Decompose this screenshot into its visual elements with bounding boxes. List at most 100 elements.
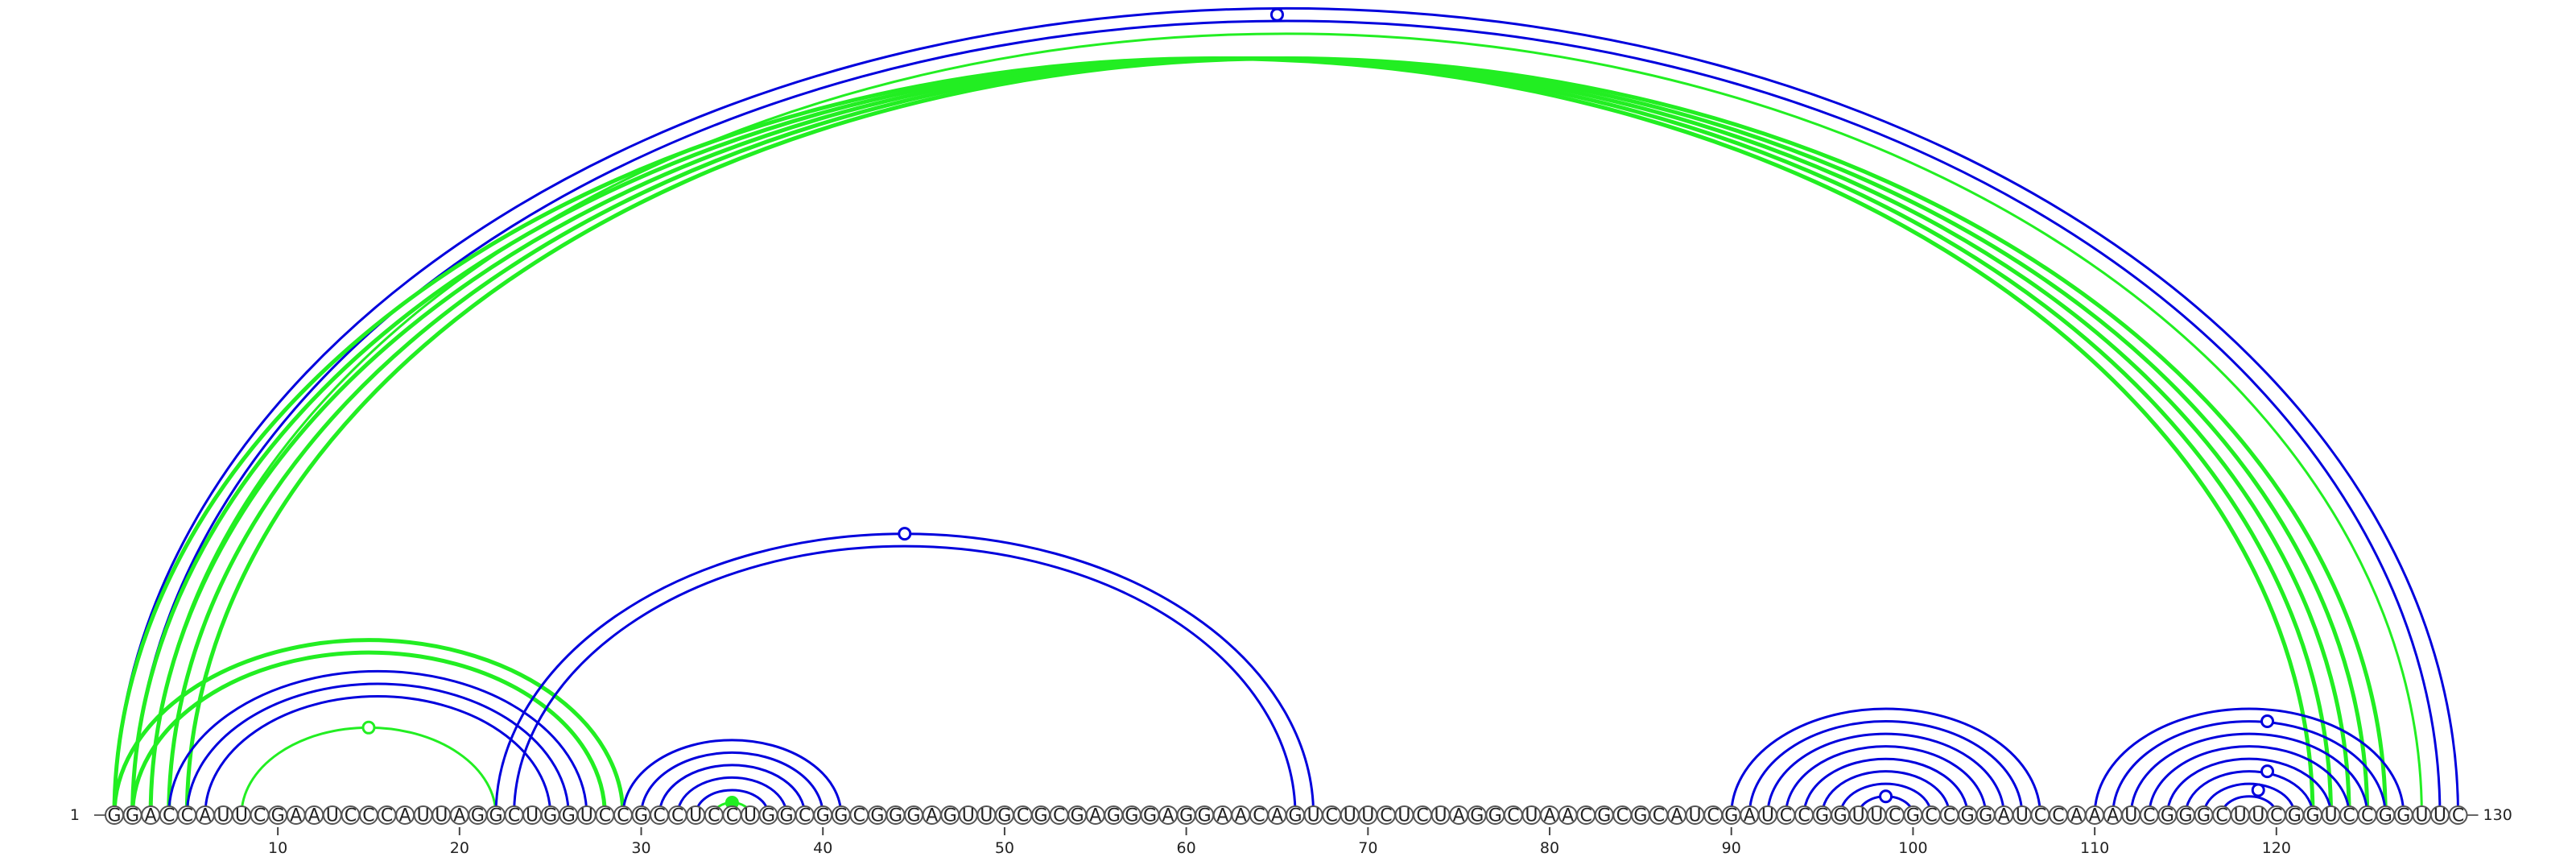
arc-apex-marker-1-129 (1269, 7, 1284, 22)
nucleotide-letter: A (199, 806, 211, 826)
nucleotide-117: C (2212, 805, 2232, 826)
nucleotide-letter: U (1307, 806, 1320, 826)
nucleotide-letter: G (2178, 806, 2192, 826)
nucleotide-59: A (1158, 805, 1179, 826)
nucleotide-letter: G (471, 806, 485, 826)
nucleotide-letter: A (1744, 806, 1756, 826)
nucleotide-letter: U (980, 806, 993, 826)
nucleotide-letter: C (1326, 806, 1338, 826)
nucleotide-letter: U (2252, 806, 2264, 826)
nucleotide-letter: G (816, 806, 830, 826)
nucleotide-20: A (449, 805, 469, 826)
nucleotide-77: G (1485, 805, 1505, 826)
nucleotide-letter: A (1162, 806, 1174, 826)
nucleotide-47: G (940, 805, 960, 826)
nucleotide-letter: A (2107, 806, 2119, 826)
nucleotide-letter: C (2034, 806, 2046, 826)
nucleotide-52: G (1031, 805, 1051, 826)
position-ruler: 10 20 30 40 50 60 70 80 90 100 110 120 (268, 827, 2291, 857)
nucleotide-56: G (1104, 805, 1124, 826)
nucleotide-letter: C (1579, 806, 1591, 826)
nucleotide-96: G (1831, 805, 1851, 826)
nucleotide-113: C (2139, 805, 2159, 826)
nucleotide-4: C (159, 805, 179, 826)
nucleotide-110: A (2085, 805, 2105, 826)
nucleotide-102: C (1939, 805, 1959, 826)
nucleotide-letter: A (1453, 806, 1465, 826)
nucleotide-38: G (777, 805, 797, 826)
nucleotide-letter: C (799, 806, 811, 826)
nucleotide-letter: G (1633, 806, 1647, 826)
nucleotide-letter: G (1488, 806, 1502, 826)
nucleotide-letter: G (943, 806, 957, 826)
base-pair-arc-3-124 (148, 56, 2351, 816)
nucleotide-100: G (1903, 805, 1923, 826)
nucleotide-letter: C (653, 806, 665, 826)
nucleotide-64: C (1249, 805, 1269, 826)
nucleotide-letter: U (1870, 806, 1883, 826)
nucleotide-letter: C (254, 806, 266, 826)
nucleotide-letter: C (2052, 806, 2064, 826)
nucleotide-letter: C (853, 806, 865, 826)
base-pair-arc-29-41 (621, 739, 843, 816)
nucleotide-letter: C (381, 806, 393, 826)
nucleotide-27: U (576, 805, 597, 826)
nucleotide-9: C (250, 805, 270, 826)
nucleotide-118: U (2230, 805, 2250, 826)
base-pair-arc-1-29 (112, 638, 625, 816)
nucleotide-73: C (1413, 805, 1433, 826)
base-pair-arc-93-104 (1784, 745, 1988, 816)
nucleotide-letter: C (1925, 806, 1937, 826)
arc-apex-marker-97-100 (1879, 789, 1893, 804)
nucleotide-32: C (667, 805, 687, 826)
nucleotide-99: C (1885, 805, 1905, 826)
nucleotide-37: G (758, 805, 778, 826)
nucleotide-128: U (2412, 805, 2432, 826)
nucleotide-letter: G (2306, 806, 2319, 826)
nucleotide-48: U (958, 805, 978, 826)
nucleotide-letter: G (126, 806, 139, 826)
base-pair-arc-3-128 (151, 34, 2421, 815)
ruler-tick-label-80: 80 (1540, 839, 1559, 857)
nucleotide-107: C (2030, 805, 2050, 826)
base-pair-arc-6-25 (204, 694, 552, 816)
nucleotide-12: A (304, 805, 324, 826)
nucleotide-letter: G (1034, 806, 1048, 826)
nucleotide-19: U (431, 805, 452, 826)
ruler-tick-label-70: 70 (1358, 839, 1377, 857)
nucleotide-129: U (2429, 805, 2450, 826)
nucleotide-17: A (395, 805, 415, 826)
nucleotide-10: G (268, 805, 288, 826)
nucleotide-letter: C (2452, 806, 2464, 826)
nucleotide-72: U (1394, 805, 1414, 826)
nucleotide-letter: U (2324, 806, 2337, 826)
nucleotide-8: U (231, 805, 251, 826)
nucleotide-letter: G (562, 806, 576, 826)
ruler-tick-label-110: 110 (2080, 839, 2109, 857)
nucleotide-letter: A (1562, 806, 1574, 826)
nucleotide-69: U (1340, 805, 1360, 826)
base-pair-arc-33-37 (694, 789, 770, 816)
nucleotide-letter: U (235, 806, 248, 826)
nucleotide-letter: A (2070, 806, 2083, 826)
nucleotide-letter: A (308, 806, 320, 826)
ruler-tick-label-90: 90 (1722, 839, 1741, 857)
nucleotide-41: G (831, 805, 851, 826)
nucleotide-51: C (1013, 805, 1033, 826)
base-pair-arc-23-66 (513, 544, 1297, 816)
nucleotide-18: U (413, 805, 433, 826)
nucleotide-letter: G (1071, 806, 1084, 826)
nucleotide-54: G (1067, 805, 1088, 826)
nucleotide-letter: C (2270, 806, 2282, 826)
nucleotide-letter: U (1344, 806, 1356, 826)
nucleotide-33: U (686, 805, 706, 826)
nucleotide-88: U (1685, 805, 1705, 826)
nucleotide-28: C (595, 805, 615, 826)
nucleotide-letter: G (907, 806, 921, 826)
nucleotide-125: C (2357, 805, 2377, 826)
nucleotide-74: U (1430, 805, 1451, 826)
nucleotide-13: U (322, 805, 342, 826)
nucleotide-92: U (1757, 805, 1777, 826)
nucleotide-89: C (1703, 805, 1724, 826)
nucleotide-letter: U (2124, 806, 2137, 826)
